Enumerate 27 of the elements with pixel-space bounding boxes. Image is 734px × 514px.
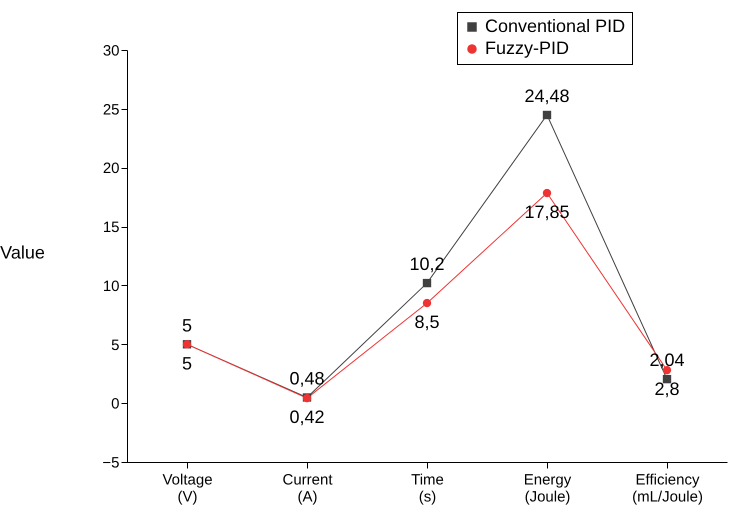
y-tick-label: 30 (102, 42, 120, 60)
data-label: 0,42 (289, 407, 325, 428)
data-label: 2,8 (654, 379, 680, 400)
y-tick-label: 10 (102, 278, 120, 295)
x-tick-label: Time (s) (411, 472, 444, 506)
y-axis-title: Value (0, 242, 45, 262)
data-label: 5 (182, 353, 192, 374)
x-tick-label: Voltage (V) (162, 472, 213, 506)
point (542, 110, 552, 120)
data-label: 24,48 (524, 86, 570, 106)
y-tick-label: −5 (102, 454, 120, 472)
x-tick-label: Energy (Joule) (524, 472, 572, 506)
y-tick-label: 20 (102, 160, 120, 178)
point (542, 188, 552, 198)
point (422, 278, 432, 288)
data-label: 8,5 (414, 312, 440, 332)
data-label: 5 (182, 315, 192, 336)
legend-label: Fuzzy-PID (485, 38, 570, 58)
x-tick-label: Current (A) (282, 472, 334, 506)
data-label: 0,48 (289, 368, 325, 388)
point (422, 298, 432, 308)
x-tick-label: Efficiency (mL/Joule) (632, 472, 703, 506)
y-tick-label: 0 (111, 396, 120, 413)
y-tick-label: 5 (111, 336, 120, 354)
y-tick-label: 25 (102, 101, 120, 118)
y-tick-label: 15 (102, 219, 120, 236)
legend-label: Conventional PID (485, 16, 626, 36)
